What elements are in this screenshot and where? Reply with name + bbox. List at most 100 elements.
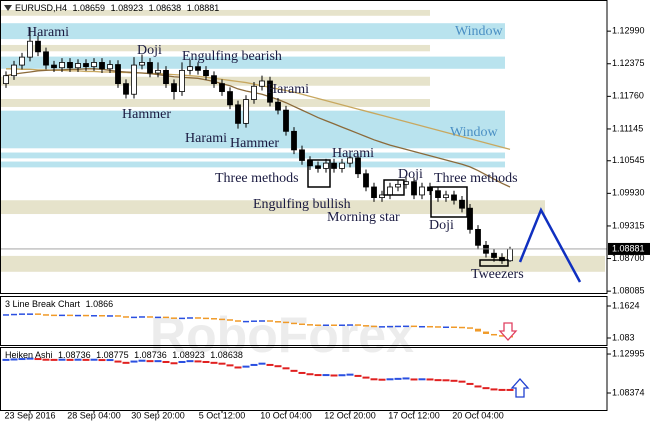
heiken-ashi-mark [170, 362, 178, 365]
heiken-ashi-mark [266, 363, 274, 366]
heiken-ashi-mark [474, 385, 482, 388]
line-break-brick [299, 323, 305, 325]
pattern-label: Engulfing bullish [253, 197, 351, 212]
pattern-label: Harami [27, 25, 69, 40]
line-break-brick [51, 314, 57, 317]
line-break-brick [315, 324, 321, 326]
candle-body [3, 75, 9, 85]
current-price-box [608, 242, 650, 255]
candle-body [283, 109, 289, 132]
close: 1.08881 [187, 3, 220, 13]
heiken-ashi-mark [202, 360, 210, 363]
heiken-ashi-mark [74, 358, 82, 361]
zone [1, 9, 430, 16]
heiken-ashi-mark [506, 388, 514, 391]
line-break-brick [371, 325, 377, 328]
heiken-ashi-mark [114, 360, 122, 363]
line-break-brick [163, 316, 169, 319]
candle-body [387, 186, 393, 196]
pane-value: 1.0866 [86, 299, 114, 309]
candle-body [411, 181, 417, 196]
moving-average [6, 68, 511, 150]
heiken-ashi-mark [98, 359, 106, 362]
candle-body [419, 186, 425, 196]
candle-body [139, 62, 145, 66]
heiken-ashi-mark [50, 358, 58, 361]
line-break-brick [499, 335, 505, 337]
candle-body [371, 186, 377, 198]
heiken-ashi-mark [194, 360, 202, 363]
line-break-brick [211, 318, 217, 320]
pattern-box [430, 186, 468, 218]
line-break-brick [235, 320, 241, 322]
line-break-brick [395, 325, 401, 328]
zone [1, 255, 605, 272]
candle-body [147, 62, 153, 74]
line-break-brick [59, 314, 65, 317]
pane-name: 3 Line Break Chart [5, 299, 81, 309]
candle-body [115, 64, 121, 85]
line-break-brick [307, 324, 313, 326]
x-tick-label: 30 Sep 20:00 [131, 410, 185, 420]
line-break-brick [259, 320, 265, 322]
down-arrow [498, 322, 518, 341]
line-break-brick [27, 313, 33, 315]
heiken-ashi-mark [90, 358, 98, 361]
pane-title: 3 Line Break Chart 1.0866 [5, 299, 113, 309]
candle-body [243, 99, 249, 124]
candle-body [43, 51, 49, 66]
candle-body [379, 194, 385, 198]
heiken-ashi-mark [154, 360, 162, 363]
candle-body [163, 69, 169, 85]
candle-body [27, 40, 33, 58]
line-break-brick [155, 316, 161, 319]
y-tick-label: 1.09930 [612, 188, 645, 198]
candle-body [299, 149, 305, 161]
heiken-ashi-mark [122, 361, 130, 364]
candle-body [331, 162, 337, 169]
candle-body [227, 91, 233, 106]
heiken-ashi-mark [290, 369, 298, 372]
line-break-brick [267, 320, 273, 322]
pattern-label: Doji [137, 43, 162, 58]
line-break-brick [291, 322, 297, 325]
zone [1, 152, 505, 159]
heiken-ashi-mark [402, 377, 410, 380]
candle-body [355, 157, 361, 175]
candle-body [203, 69, 209, 77]
candle-body [467, 207, 473, 230]
line-break-brick [179, 317, 185, 320]
line-break-brick [107, 315, 113, 317]
line-break-brick [491, 333, 497, 336]
candle-body [475, 228, 481, 246]
line-break-brick [139, 316, 145, 318]
heiken-ashi-mark [42, 358, 50, 361]
heiken-ashi-mark [18, 358, 26, 361]
heiken-ashi-mark [450, 379, 458, 382]
candle-body [171, 83, 177, 92]
heiken-ashi-mark [394, 377, 402, 380]
heiken-ashi-mark [186, 360, 194, 363]
heiken-ashi-mark [434, 379, 442, 382]
main-layer [1, 27, 607, 391]
candle-body [35, 40, 41, 53]
heiken-ashi-mark [362, 376, 370, 379]
line-break-brick [227, 319, 233, 321]
heiken-ashi-mark [58, 358, 66, 361]
y-tick-label: 1.10545 [612, 155, 645, 165]
heiken-ashi-mark [274, 365, 282, 368]
candle-body [259, 80, 265, 87]
candle-body [67, 62, 73, 69]
heiken-ashi-mark [226, 364, 234, 367]
line-break-brick [475, 328, 481, 332]
candle-body [11, 64, 17, 77]
candle-body [107, 64, 113, 70]
pattern-label: Harami [267, 82, 309, 97]
y-tick-label: 1.1624 [612, 300, 640, 310]
line-break-brick [283, 321, 289, 324]
current-price-label: 1.08881 [612, 243, 645, 253]
heiken-ashi-mark [178, 360, 186, 363]
line-break-brick [83, 314, 89, 317]
candle-body [51, 64, 57, 69]
low: 1.08638 [149, 3, 182, 13]
